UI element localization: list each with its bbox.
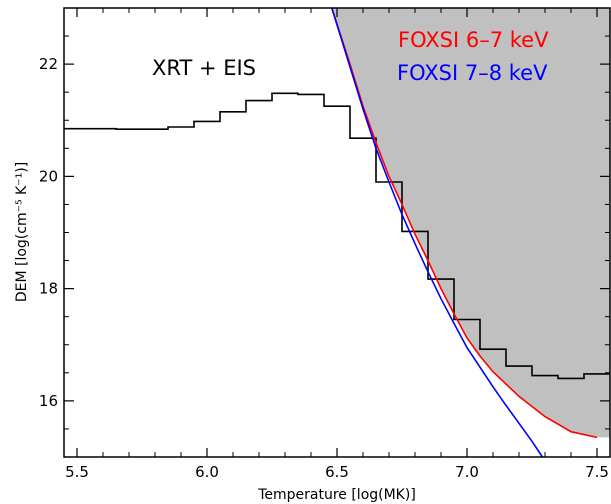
x-tick-label: 7.5 <box>585 463 609 481</box>
y-tick-label: 22 <box>39 55 58 73</box>
y-axis-title: DEM [log(cm⁻⁵ K⁻¹)] <box>14 162 30 302</box>
series-line-foxsi-6-7-kev <box>331 8 598 439</box>
foxsi-6-7-label: FOXSI 6–7 keV <box>398 28 549 52</box>
series-line-xrt-eis <box>64 92 610 380</box>
x-tick-label: 6.0 <box>195 463 219 481</box>
foxsi-7-8-label: FOXSI 7–8 keV <box>397 61 548 85</box>
x-tick-label: 5.5 <box>65 463 89 481</box>
y-tick-label: 18 <box>39 280 58 298</box>
series-line-foxsi-7-8-kev <box>331 8 544 457</box>
x-tick-label: 7.0 <box>455 463 479 481</box>
x-axis-title: Temperature [log(MK)] <box>257 487 416 503</box>
y-tick-label: 16 <box>39 392 58 410</box>
y-tick-label: 20 <box>39 167 58 185</box>
detectable-region-shade <box>331 8 610 438</box>
xrt-eis-label: XRT + EIS <box>152 56 256 80</box>
x-tick-label: 6.5 <box>325 463 349 481</box>
